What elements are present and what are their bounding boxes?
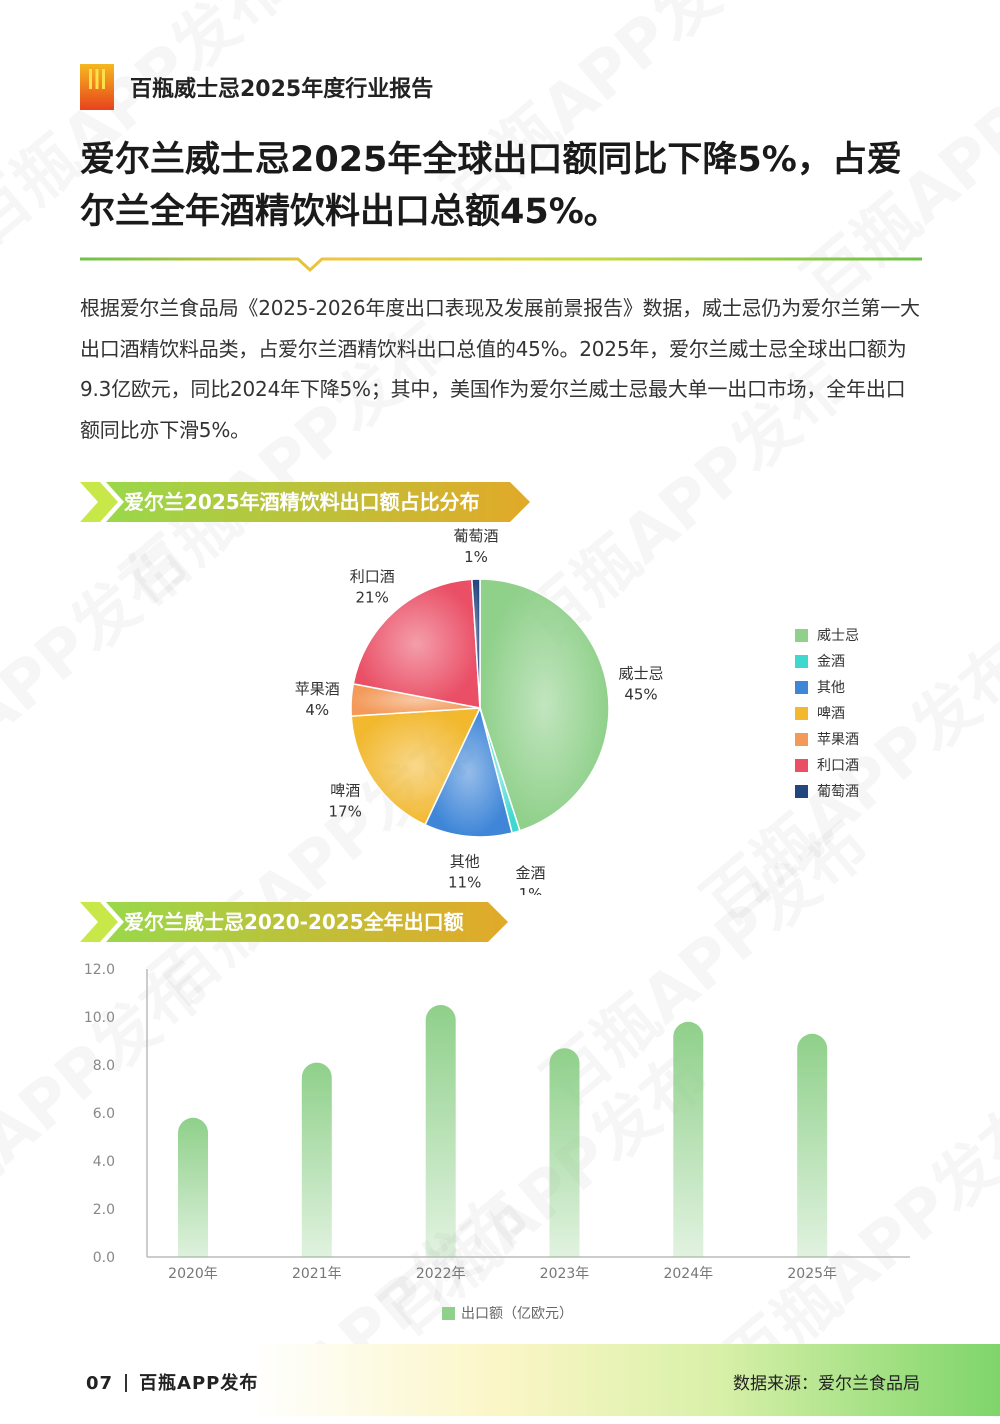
pie-legend-swatch [795,732,808,746]
report-header: 百瓶威士忌2025年度行业报告 [80,64,433,110]
pie-legend-swatch [795,680,808,694]
pie-slice-5 [352,578,481,709]
watermark-text: 百瓶APP发布 [0,527,203,840]
pie-slice-6 [471,578,481,709]
report-title: 百瓶威士忌2025年度行业报告 [130,77,434,102]
pie-label-name: 其他 [450,852,480,870]
footer-left: 07 百瓶APP发布 [86,1344,258,1424]
pie-label-name: 利口酒 [350,568,395,586]
pie-legend-label: 其他 [817,680,845,696]
pie-slice-2 [424,705,513,838]
pie-label-name: 苹果酒 [295,680,340,698]
bar-0 [178,1117,208,1257]
pie-label-value: 17% [329,803,362,821]
footer-brand: 百瓶APP发布 [139,1373,259,1394]
report-logo-icon [80,64,114,110]
pie-label-value: 11% [448,873,481,891]
pie-legend-label: 苹果酒 [817,732,859,748]
x-tick-label: 2023年 [540,1266,590,1282]
bar-5 [797,1033,828,1257]
pie-legend: 威士忌金酒其他啤酒苹果酒利口酒葡萄酒 [795,622,859,804]
pie-legend-swatch [795,654,808,668]
pie-legend-swatch [795,628,808,642]
pie-label-name: 啤酒 [330,782,360,800]
page-number: 07 [86,1373,114,1394]
y-tick-label: 10.0 [84,1010,115,1026]
pie-legend-label: 葡萄酒 [817,784,859,800]
y-tick-label: 8.0 [93,1058,115,1074]
bar-legend-label: 出口额（亿欧元） [461,1306,573,1322]
pie-slice-3 [350,707,482,826]
pie-legend-item: 金酒 [795,648,859,674]
pie-chart: 威士忌 45% 金酒 1% 其他 11% 啤酒 17% 苹果酒 4% 利口酒 21% 葡萄酒 1% [295,527,664,895]
bar-section-banner: 爱尔兰威士忌2020-2025全年出口额 [80,902,508,942]
pie-legend-label: 威士忌 [817,628,859,644]
bar-section-title: 爱尔兰威士忌2020-2025全年出口额 [124,910,464,934]
x-tick-label: 2021年 [292,1266,342,1282]
pie-section-title: 爱尔兰2025年酒精饮料出口额占比分布 [124,490,480,514]
pie-legend-item: 其他 [795,674,859,700]
pie-label-value: 4% [305,701,329,719]
headline-line-1: 爱尔兰威士忌2025年全球出口额同比下降5%，占爱 [80,140,902,180]
pie-label-name: 威士忌 [618,665,663,683]
bar-legend: 出口额（亿欧元） [442,1303,573,1323]
pie-legend-item: 啤酒 [795,700,859,726]
bar-chart: 0.0 2.0 4.0 6.0 8.0 10.0 12.0 2020年 2021年 2022年 20… [84,962,910,1282]
pie-legend-item: 威士忌 [795,622,859,648]
bar-legend-swatch [442,1306,455,1320]
y-tick-label: 6.0 [93,1106,115,1122]
pie-label-value: 45% [624,686,657,704]
pie-legend-item: 利口酒 [795,752,859,778]
bar-4 [673,1021,704,1257]
bar-1 [301,1062,332,1257]
pie-legend-swatch [795,784,808,798]
bar-2 [425,1005,456,1257]
pie-legend-label: 金酒 [817,654,845,670]
pie-legend-label: 啤酒 [817,706,845,722]
footer-separator [125,1374,128,1392]
bar-3 [549,1048,580,1257]
pie-legend-item: 苹果酒 [795,726,859,752]
y-tick-label: 0.0 [93,1250,115,1266]
pie-label-name: 金酒 [515,864,545,882]
y-tick-label: 12.0 [84,962,115,978]
x-tick-label: 2020年 [168,1266,218,1282]
headline-line-2: 尔兰全年酒精饮料出口总额45%。 [80,192,619,232]
x-tick-label: 2022年 [416,1266,466,1282]
y-tick-label: 4.0 [93,1154,115,1170]
y-tick-label: 2.0 [93,1202,115,1218]
pie-label-value: 1% [519,885,543,895]
data-source: 数据来源：爱尔兰食品局 [733,1374,920,1394]
pie-slice-0 [479,578,610,832]
x-tick-label: 2025年 [787,1266,837,1282]
banner-arrow-icon [80,902,508,942]
banner-arrow-icon [80,482,530,522]
pie-legend-swatch [795,758,808,772]
body-paragraph: 根据爱尔兰食品局《2025-2026年度出口表现及发展前景报告》数据，威士忌仍为… [80,296,920,442]
x-tick-label: 2024年 [663,1266,713,1282]
pie-label-name: 葡萄酒 [453,527,498,545]
pie-legend-label: 利口酒 [817,758,859,774]
headline: 爱尔兰威士忌2025年全球出口额同比下降5%，占爱 尔兰全年酒精饮料出口总额45… [80,134,930,238]
pie-section-banner: 爱尔兰2025年酒精饮料出口额占比分布 [80,482,530,522]
title-divider [80,257,922,273]
pie-label-value: 21% [356,589,389,607]
page-footer: 07 百瓶APP发布 数据来源：爱尔兰食品局 [0,1344,1000,1416]
pie-label-value: 1% [464,548,488,566]
pie-legend-swatch [795,706,808,720]
pie-legend-item: 葡萄酒 [795,778,859,804]
